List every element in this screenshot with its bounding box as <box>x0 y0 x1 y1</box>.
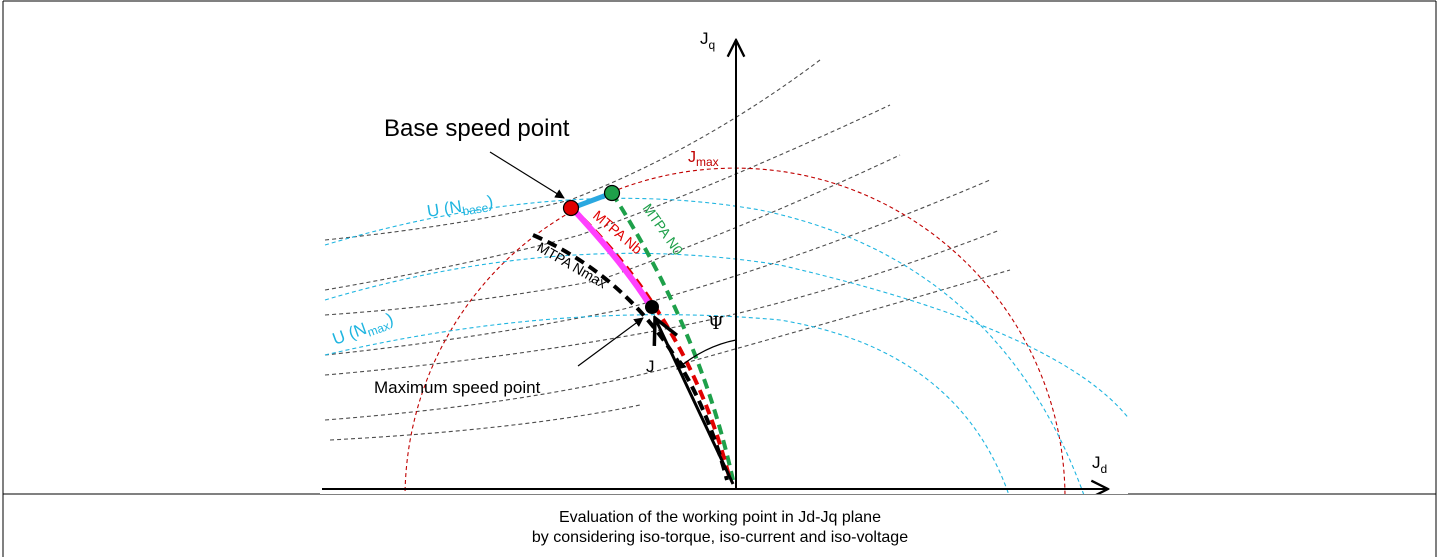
base-speed-working-point <box>562 199 580 217</box>
iso-voltage-curve-nbase <box>324 197 1085 494</box>
current-vector-label: J <box>646 357 655 376</box>
mtpa-n0-curve <box>610 191 735 481</box>
caption-line-2: by considering iso-torque, iso-current a… <box>531 529 909 546</box>
max-speed-working-point <box>645 300 659 314</box>
iso-torque-curve-2 <box>324 104 891 291</box>
jq-axis-label: Jq <box>700 29 715 52</box>
iso-torque-curve-6 <box>324 269 1011 421</box>
jd-axis-label: Jd <box>1092 453 1107 476</box>
psi-angle-arc <box>676 339 737 370</box>
u-nmax-label: U (Nmax) <box>330 309 397 351</box>
iso-torque-curve-7 <box>329 404 641 441</box>
caption-line-1: Evaluation of the working point in Jd-Jq… <box>559 509 881 526</box>
n0-working-point <box>603 184 621 202</box>
iso-voltage-curve-nmax <box>324 314 1010 494</box>
iso-torque-curve-4 <box>324 179 991 356</box>
u-nbase-label: U (Nbase) <box>426 192 495 224</box>
iso-voltage-curves <box>324 197 1128 494</box>
iso-voltage-curve-mid <box>324 252 1128 419</box>
mtpa-nmax-label: MTPA Nmax <box>535 239 610 292</box>
mtpa-nb-curve <box>570 206 732 481</box>
max-speed-pointer-arrow <box>577 317 644 367</box>
max-speed-point-label: Maximum speed point <box>374 378 541 397</box>
base-speed-pointer-arrow <box>489 151 565 199</box>
iso-torque-curve-5 <box>324 229 1001 376</box>
diagram-canvas <box>320 6 1128 494</box>
figure-caption: Evaluation of the working point in Jd-Jq… <box>8 508 1432 548</box>
psi-angle-label: Ψ <box>708 313 724 334</box>
operating-segment-magenta <box>569 205 654 309</box>
iso-torque-curve-3 <box>324 154 901 316</box>
jmax-label: Jmax <box>688 149 719 169</box>
current-vector-j <box>655 318 735 485</box>
mtpa-nmax-curve <box>532 233 729 481</box>
base-speed-point-label: Base speed point <box>384 115 570 142</box>
